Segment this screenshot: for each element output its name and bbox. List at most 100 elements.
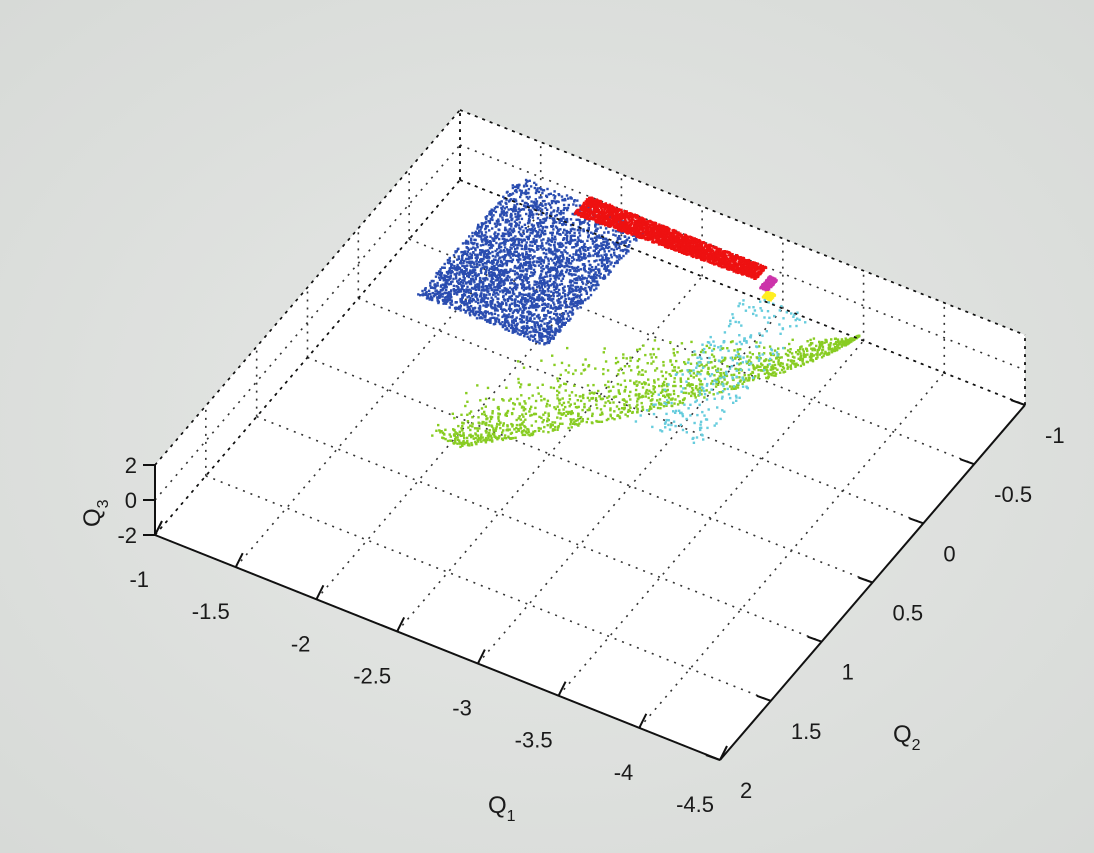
data-point <box>500 301 504 304</box>
data-point <box>544 285 547 288</box>
data-point <box>638 227 641 230</box>
data-point <box>480 226 483 229</box>
data-point <box>595 243 598 247</box>
data-point <box>546 327 550 331</box>
data-point <box>528 257 531 261</box>
data-point <box>519 195 522 199</box>
data-point <box>471 278 474 281</box>
data-point <box>578 255 582 258</box>
data-point <box>475 293 479 297</box>
data-point <box>590 196 593 199</box>
data-point <box>448 306 451 309</box>
data-point <box>519 314 522 317</box>
data-point <box>526 315 529 318</box>
data-point <box>535 305 539 308</box>
data-point <box>502 279 506 283</box>
data-point <box>493 312 497 315</box>
data-point <box>496 285 499 288</box>
data-point <box>424 287 427 291</box>
data-point <box>513 273 517 276</box>
data-point <box>620 231 623 234</box>
data-point <box>476 234 479 237</box>
data-point <box>462 302 465 305</box>
data-point <box>555 307 558 311</box>
data-point <box>507 324 511 328</box>
data-point <box>504 240 507 243</box>
data-point <box>513 220 517 223</box>
data-point <box>689 245 692 248</box>
data-point <box>549 192 552 195</box>
data-point <box>624 219 627 222</box>
data-point <box>503 314 507 317</box>
data-point <box>474 272 477 275</box>
data-point <box>541 204 544 207</box>
data-point <box>573 212 577 215</box>
data-point <box>506 230 510 233</box>
data-point <box>575 244 578 248</box>
data-point <box>487 287 490 290</box>
data-point <box>510 222 513 226</box>
data-point <box>539 323 543 327</box>
data-point <box>550 329 554 332</box>
data-point <box>528 195 531 199</box>
data-point <box>476 285 479 289</box>
data-point <box>441 298 445 302</box>
data-point <box>554 247 557 250</box>
data-point <box>540 239 543 242</box>
data-point <box>436 281 439 285</box>
data-point <box>518 189 522 192</box>
data-point <box>583 264 587 268</box>
data-point <box>533 317 536 320</box>
data-point <box>567 258 571 261</box>
data-point <box>539 335 542 338</box>
data-point <box>568 290 571 293</box>
data-point <box>531 232 534 235</box>
data-point <box>574 210 578 214</box>
data-point <box>560 296 563 299</box>
data-point <box>586 222 590 225</box>
data-point <box>522 208 526 211</box>
data-point <box>489 213 493 216</box>
data-point <box>558 249 561 252</box>
data-point <box>575 258 579 262</box>
data-point <box>576 278 579 282</box>
data-point <box>710 258 713 261</box>
data-point <box>495 241 498 245</box>
data-point <box>443 274 446 277</box>
data-point <box>558 283 561 286</box>
data-point <box>593 288 596 292</box>
data-point <box>518 317 522 321</box>
data-point <box>492 272 495 275</box>
data-point <box>464 272 468 276</box>
data-point <box>603 250 606 253</box>
data-point <box>532 224 536 227</box>
data-point <box>559 209 563 213</box>
data-point <box>537 325 540 329</box>
data-point <box>446 279 449 282</box>
data-point <box>430 286 433 289</box>
data-point <box>551 217 554 220</box>
data-point <box>527 247 531 251</box>
data-point <box>555 312 558 316</box>
data-point <box>581 301 584 305</box>
data-point <box>464 311 467 314</box>
data-point <box>554 200 557 203</box>
data-point <box>484 231 488 234</box>
data-point <box>742 266 745 269</box>
data-point <box>576 294 579 297</box>
data-point <box>452 284 456 288</box>
data-point <box>470 270 473 273</box>
data-point <box>547 332 550 336</box>
data-point <box>481 283 485 286</box>
data-point <box>572 222 575 225</box>
data-point <box>495 291 498 295</box>
data-point <box>468 312 471 315</box>
data-point <box>744 261 747 265</box>
data-point <box>524 304 527 307</box>
data-point <box>436 272 440 276</box>
data-point <box>737 260 740 263</box>
data-point <box>473 263 476 266</box>
data-point <box>508 231 512 234</box>
data-point <box>511 291 515 294</box>
data-point <box>533 255 536 258</box>
